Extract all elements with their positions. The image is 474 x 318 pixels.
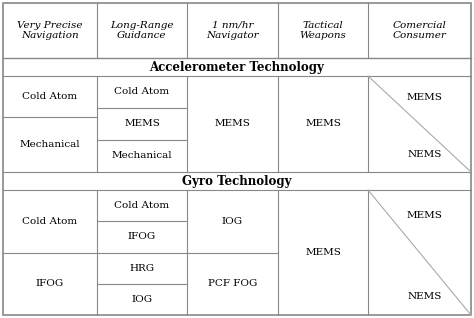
- Text: Accelerometer Technology: Accelerometer Technology: [150, 60, 324, 73]
- Text: MEMS: MEMS: [407, 211, 442, 219]
- Text: Cold Atom: Cold Atom: [114, 87, 170, 96]
- Text: Mechanical: Mechanical: [112, 151, 173, 161]
- Text: NEMS: NEMS: [407, 292, 442, 301]
- Text: MEMS: MEMS: [407, 93, 442, 102]
- Text: MEMS: MEMS: [305, 120, 341, 128]
- Text: Cold Atom: Cold Atom: [114, 201, 170, 210]
- Text: IOG: IOG: [222, 217, 243, 226]
- Text: IFOG: IFOG: [128, 232, 156, 241]
- Text: Cold Atom: Cold Atom: [22, 217, 78, 226]
- Text: IFOG: IFOG: [36, 279, 64, 288]
- Text: Mechanical: Mechanical: [20, 140, 80, 149]
- Text: PCF FOG: PCF FOG: [208, 279, 257, 288]
- Text: Very Precise
Navigation: Very Precise Navigation: [17, 21, 83, 40]
- Text: MEMS: MEMS: [215, 120, 250, 128]
- Text: MEMS: MEMS: [124, 120, 160, 128]
- Text: Tactical
Weapons: Tactical Weapons: [300, 21, 346, 40]
- Text: Cold Atom: Cold Atom: [22, 92, 78, 101]
- Text: Comercial
Consumer: Comercial Consumer: [392, 21, 447, 40]
- Text: HRG: HRG: [129, 264, 155, 273]
- Text: Gyro Technology: Gyro Technology: [182, 175, 292, 188]
- Text: Long-Range
Guidance: Long-Range Guidance: [110, 21, 174, 40]
- Text: 1 nm/hr
Navigator: 1 nm/hr Navigator: [206, 21, 259, 40]
- Text: MEMS: MEMS: [305, 248, 341, 257]
- Text: IOG: IOG: [131, 295, 153, 304]
- Text: NEMS: NEMS: [407, 150, 442, 159]
